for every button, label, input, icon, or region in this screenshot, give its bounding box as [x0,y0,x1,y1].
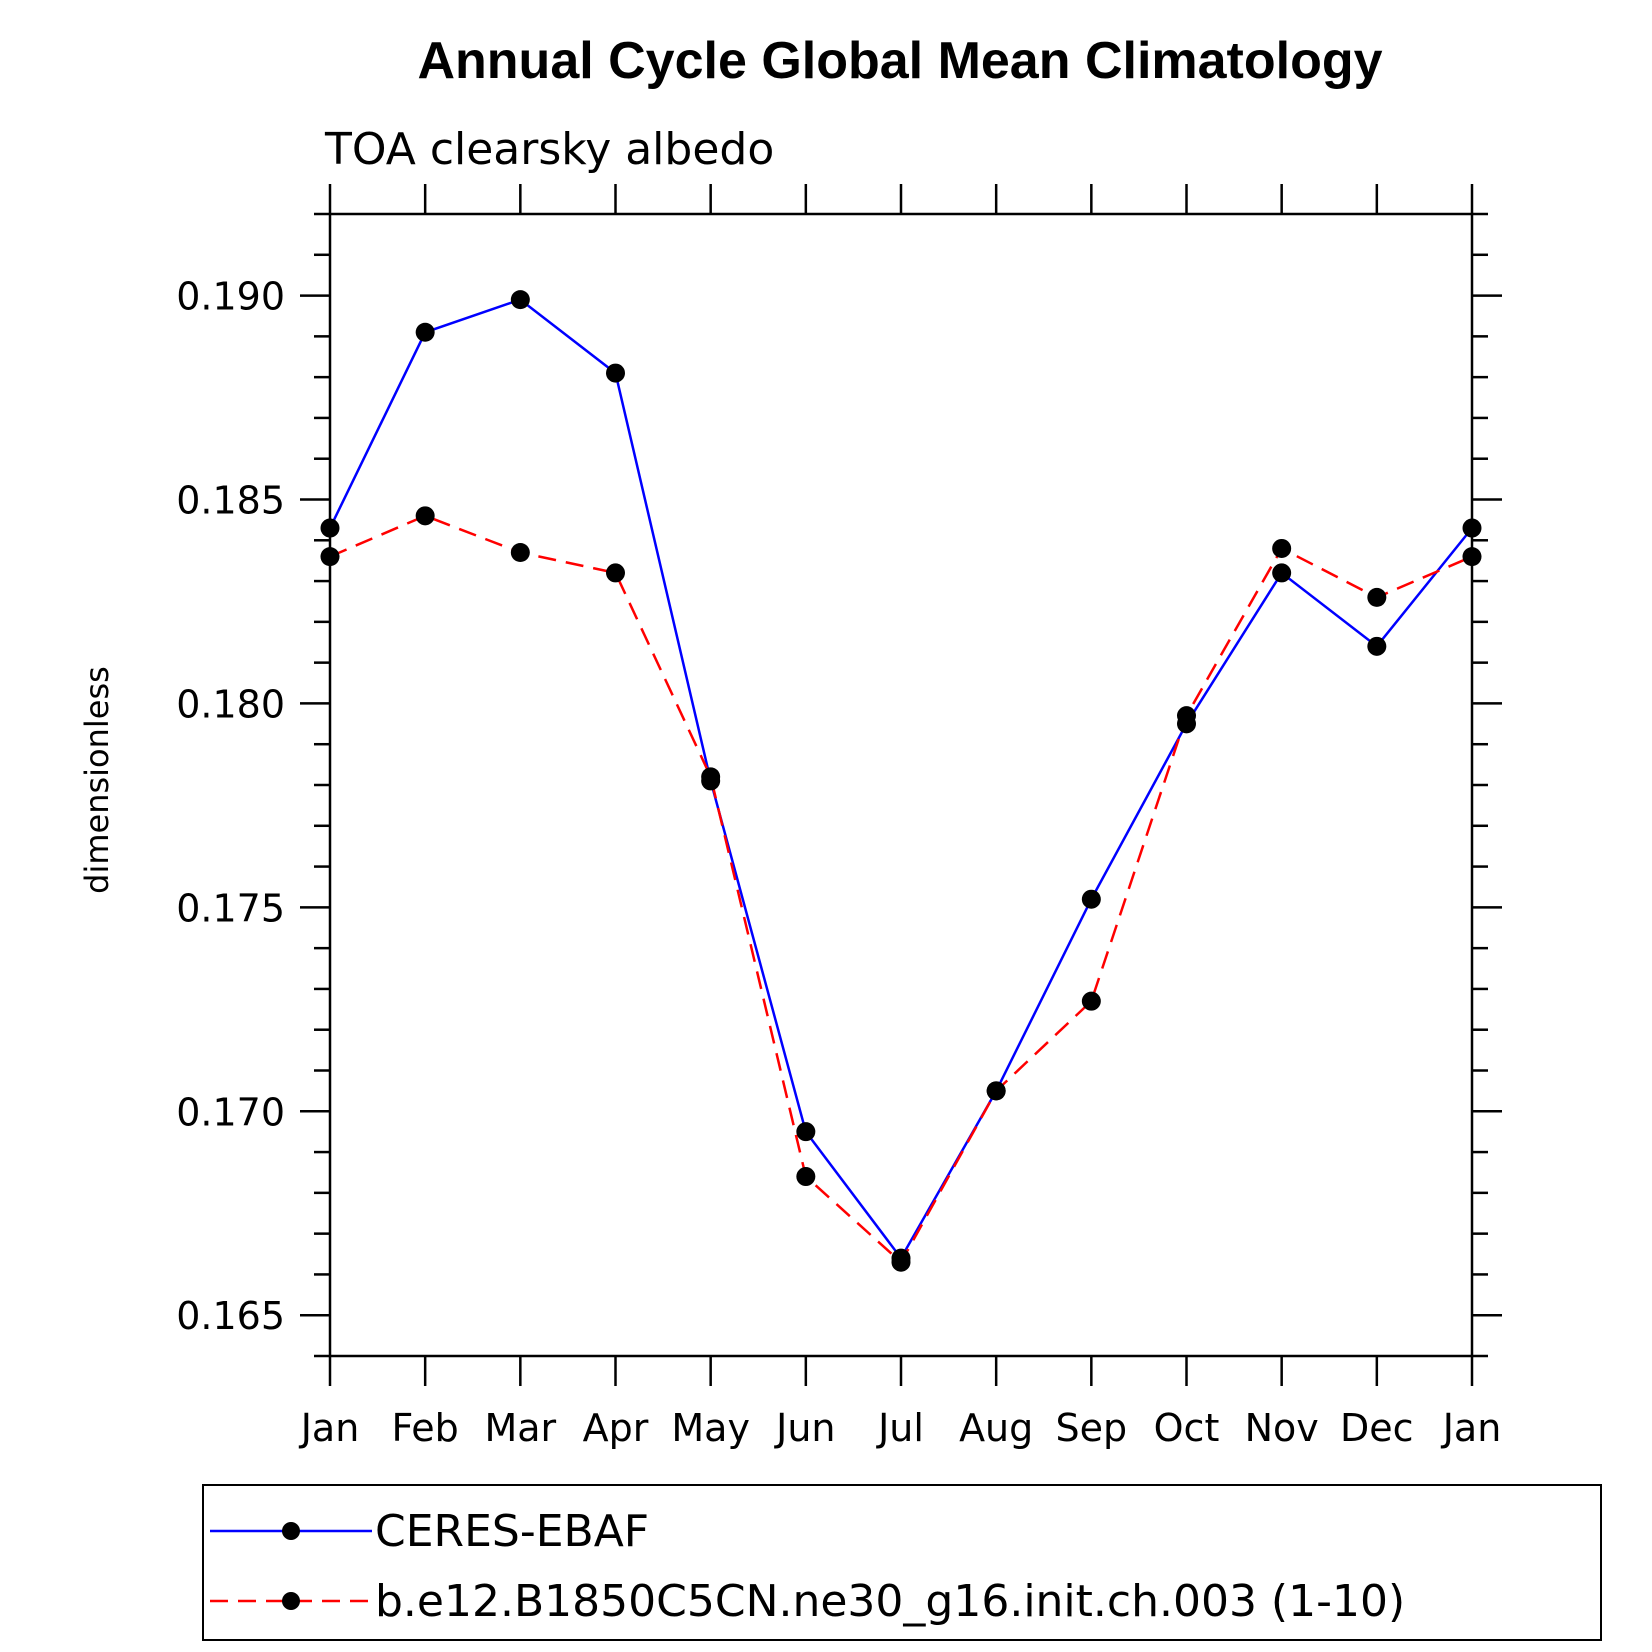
legend-label-ceres-ebaf: CERES-EBAF [375,1506,649,1557]
data-point-ceres-ebaf [320,518,340,538]
y-tick-label: 0.175 [176,886,285,930]
series-line-model [329,514,1473,1265]
x-tick-label: Mar [484,1406,556,1450]
y-tick-label: 0.170 [176,1090,285,1134]
y-tick-labels: 0.165 0.170 0.175 0.180 0.185 0.190 [176,275,285,1339]
axes-ticks [300,184,1502,1386]
y-tick-label: 0.185 [176,479,285,523]
data-point-model [415,506,435,526]
series-line-ceres-ebaf [328,298,1473,1261]
data-point-ceres-ebaf [1081,889,1101,909]
data-point-model [1177,706,1196,726]
legend-marker-model [282,1592,300,1610]
x-tick-label: Oct [1154,1406,1220,1450]
data-point-model [701,767,721,787]
x-tick-label: Jan [1441,1406,1502,1450]
legend: CERES-EBAF b.e12.B1850C5CN.ne30_g16.init… [202,1484,1602,1641]
y-tick-label: 0.190 [176,275,285,319]
data-point-model [891,1252,911,1272]
data-point-ceres-ebaf [606,363,625,383]
data-point-ceres-ebaf [415,322,435,342]
legend-frame [202,1484,1602,1641]
data-point-ceres-ebaf [1272,563,1292,583]
x-tick-label: Jan [299,1406,360,1450]
data-point-ceres-ebaf [1462,518,1482,538]
data-point-model [1272,538,1292,558]
data-point-model [606,563,625,583]
x-tick-labels: Jan Feb Mar Apr May Jun Jul Aug Sep Oct Nov Dec Jan [299,1406,1502,1450]
chart-subtitle: TOA clearsky albedo [324,124,774,175]
chart-title: Annual Cycle Global Mean Climatology [417,32,1382,90]
legend-label-model: b.e12.B1850C5CN.ne30_g16.init.ch.003 (1-… [375,1576,1405,1627]
x-tick-label: Apr [583,1406,649,1450]
data-point-model [320,547,340,567]
plot-frame [328,212,1474,1358]
data-point-model [986,1081,1006,1101]
x-tick-label: Nov [1245,1406,1319,1450]
y-axis-label: dimensionless [78,666,116,894]
x-tick-label: Aug [959,1406,1033,1450]
y-tick-label: 0.165 [176,1294,285,1338]
y-tick-label: 0.180 [176,682,285,726]
data-point-ceres-ebaf [510,290,530,310]
data-point-model [510,543,530,563]
data-point-model [1081,991,1101,1011]
legend-marker-ceres-ebaf [282,1522,300,1540]
data-point-ceres-ebaf [1367,636,1387,656]
data-point-model [796,1167,816,1187]
x-tick-label: Jun [774,1406,835,1450]
x-tick-label: Jul [876,1406,924,1450]
data-point-model [1367,587,1387,607]
x-tick-label: Feb [392,1406,459,1450]
series-markers [320,290,1482,1272]
x-tick-label: Sep [1056,1406,1128,1450]
data-point-model [1462,547,1482,567]
data-point-ceres-ebaf [796,1122,816,1142]
series-lines [328,298,1473,1265]
x-tick-label: Dec [1340,1406,1414,1450]
x-tick-label: May [671,1406,750,1450]
